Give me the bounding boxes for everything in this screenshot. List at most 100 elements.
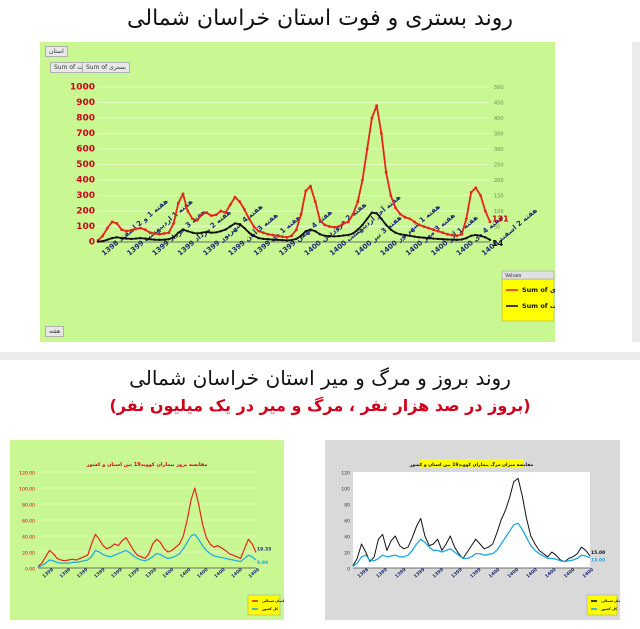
mortality-comparison-chart-panel: مقایسه میزان مرگ بیماران کووید19 بین است… <box>325 440 628 620</box>
x-tick-label: 1398 <box>41 567 54 580</box>
sum-hospitalization-field-button[interactable]: Sum of بستری <box>82 62 130 73</box>
data-point <box>247 231 251 234</box>
y2-tick-label: 250 <box>494 163 504 169</box>
data-point <box>153 238 156 241</box>
end-value-label: 9.98 <box>257 560 268 566</box>
data-point <box>337 225 341 228</box>
x-tick-label: 1399 <box>59 567 72 580</box>
data-point <box>479 194 482 197</box>
y2-tick-label: 450 <box>494 101 504 107</box>
y-tick-label: 800 <box>76 114 95 124</box>
data-point <box>436 229 440 233</box>
data-point <box>394 206 397 210</box>
data-point <box>257 229 260 233</box>
x-tick-label: 1399 <box>144 567 157 580</box>
data-point <box>441 231 445 235</box>
data-point <box>101 240 104 243</box>
data-point <box>309 228 312 231</box>
x-tick-label: 1400 <box>230 567 243 580</box>
data-point <box>167 231 171 235</box>
data-point <box>157 232 161 236</box>
data-point <box>247 217 251 221</box>
data-point <box>299 234 303 237</box>
y-tick-label: 100 <box>341 487 350 493</box>
y-tick-label: 500 <box>76 160 95 170</box>
y-tick-label: 600 <box>76 145 95 155</box>
top-chart-title: روند بستری و فوت استان خراسان شمالی <box>127 6 513 31</box>
y-tick-label: 80.00 <box>22 503 35 509</box>
data-point <box>181 228 185 231</box>
data-point <box>365 147 369 151</box>
y2-tick-label: 500 <box>494 85 504 91</box>
end-value-label: 14 <box>492 239 504 248</box>
x-tick-label: 1399 <box>413 567 426 580</box>
x-tick-label: 1400 <box>196 567 209 580</box>
data-point <box>323 223 327 227</box>
legend-entry-label: خراسان شمالی <box>262 599 284 603</box>
data-point <box>351 232 355 235</box>
data-point <box>115 222 119 225</box>
end-value-label: 131 <box>492 215 509 224</box>
data-point <box>455 234 459 238</box>
data-point <box>228 203 232 207</box>
x-tick-label: 1399 <box>76 567 89 580</box>
data-point <box>139 236 142 240</box>
data-point <box>474 186 478 190</box>
data-point <box>342 234 345 237</box>
data-point <box>441 238 444 241</box>
y2-tick-label: 300 <box>494 147 504 153</box>
province-filter-button[interactable]: استان <box>45 46 68 57</box>
legend-box <box>586 594 618 616</box>
data-point <box>176 201 180 205</box>
data-point <box>318 218 322 222</box>
data-point <box>125 237 128 240</box>
data-point <box>427 236 430 240</box>
data-point <box>186 209 190 213</box>
x-tick-label: 1399 <box>469 567 482 580</box>
data-point <box>460 238 463 241</box>
data-point <box>370 116 374 120</box>
data-point <box>200 231 204 234</box>
x-tick-label: 1400 <box>488 567 501 580</box>
data-point <box>195 232 199 235</box>
data-point <box>120 236 123 240</box>
x-tick-label: 1400 <box>179 567 192 580</box>
series-line <box>37 533 257 568</box>
data-point <box>101 234 105 238</box>
y-tick-label: 300 <box>76 191 95 201</box>
data-point <box>276 238 279 242</box>
data-point <box>299 212 303 216</box>
data-point <box>427 226 431 230</box>
data-point <box>177 231 180 234</box>
data-point <box>413 235 416 238</box>
data-point <box>346 220 350 224</box>
data-point <box>224 228 227 231</box>
x-tick-label: 1399 <box>127 567 140 580</box>
y-tick-label: 400 <box>76 176 95 186</box>
data-point <box>446 232 449 236</box>
legend-box <box>247 594 281 616</box>
data-point <box>233 222 237 225</box>
chart-title: مقایسه میزان مرگ بیماران کووید19 بین است… <box>409 461 534 468</box>
bottom-section-title: روند بروز و مرگ و میر استان خراسان شمالی <box>129 366 511 390</box>
data-point <box>314 229 317 233</box>
y-tick-label: 100 <box>76 222 95 232</box>
y-tick-label: 120.00 <box>19 471 35 477</box>
hospitalization-death-chart-panel: استان Sum of فوت Sum of بستری هفته 0 100 2… <box>40 42 572 342</box>
x-tick-label: 1400 <box>563 567 576 580</box>
hospitalization-death-line-chart: 0 100 200 300 400 500 600 700 800 900 1000 0 50 100 15… <box>70 83 572 322</box>
data-point <box>158 238 161 242</box>
data-point <box>464 217 468 221</box>
week-axis-field-button[interactable]: هفته <box>45 326 65 337</box>
incidence-comparison-line-chart: مقایسه بروز بیماران کووید19 بین استان و … <box>19 462 289 616</box>
data-point <box>200 212 204 216</box>
data-point <box>276 234 279 238</box>
data-point <box>243 226 246 230</box>
data-point <box>375 212 378 215</box>
data-point <box>229 225 232 228</box>
data-point <box>474 233 478 237</box>
incidence-comparison-chart-panel: مقایسه بروز بیماران کووید19 بین استان و … <box>10 440 289 620</box>
data-point <box>252 225 256 228</box>
y-tick-label: 60.00 <box>22 519 35 525</box>
legend-entry-label: کل کشور <box>261 607 279 611</box>
